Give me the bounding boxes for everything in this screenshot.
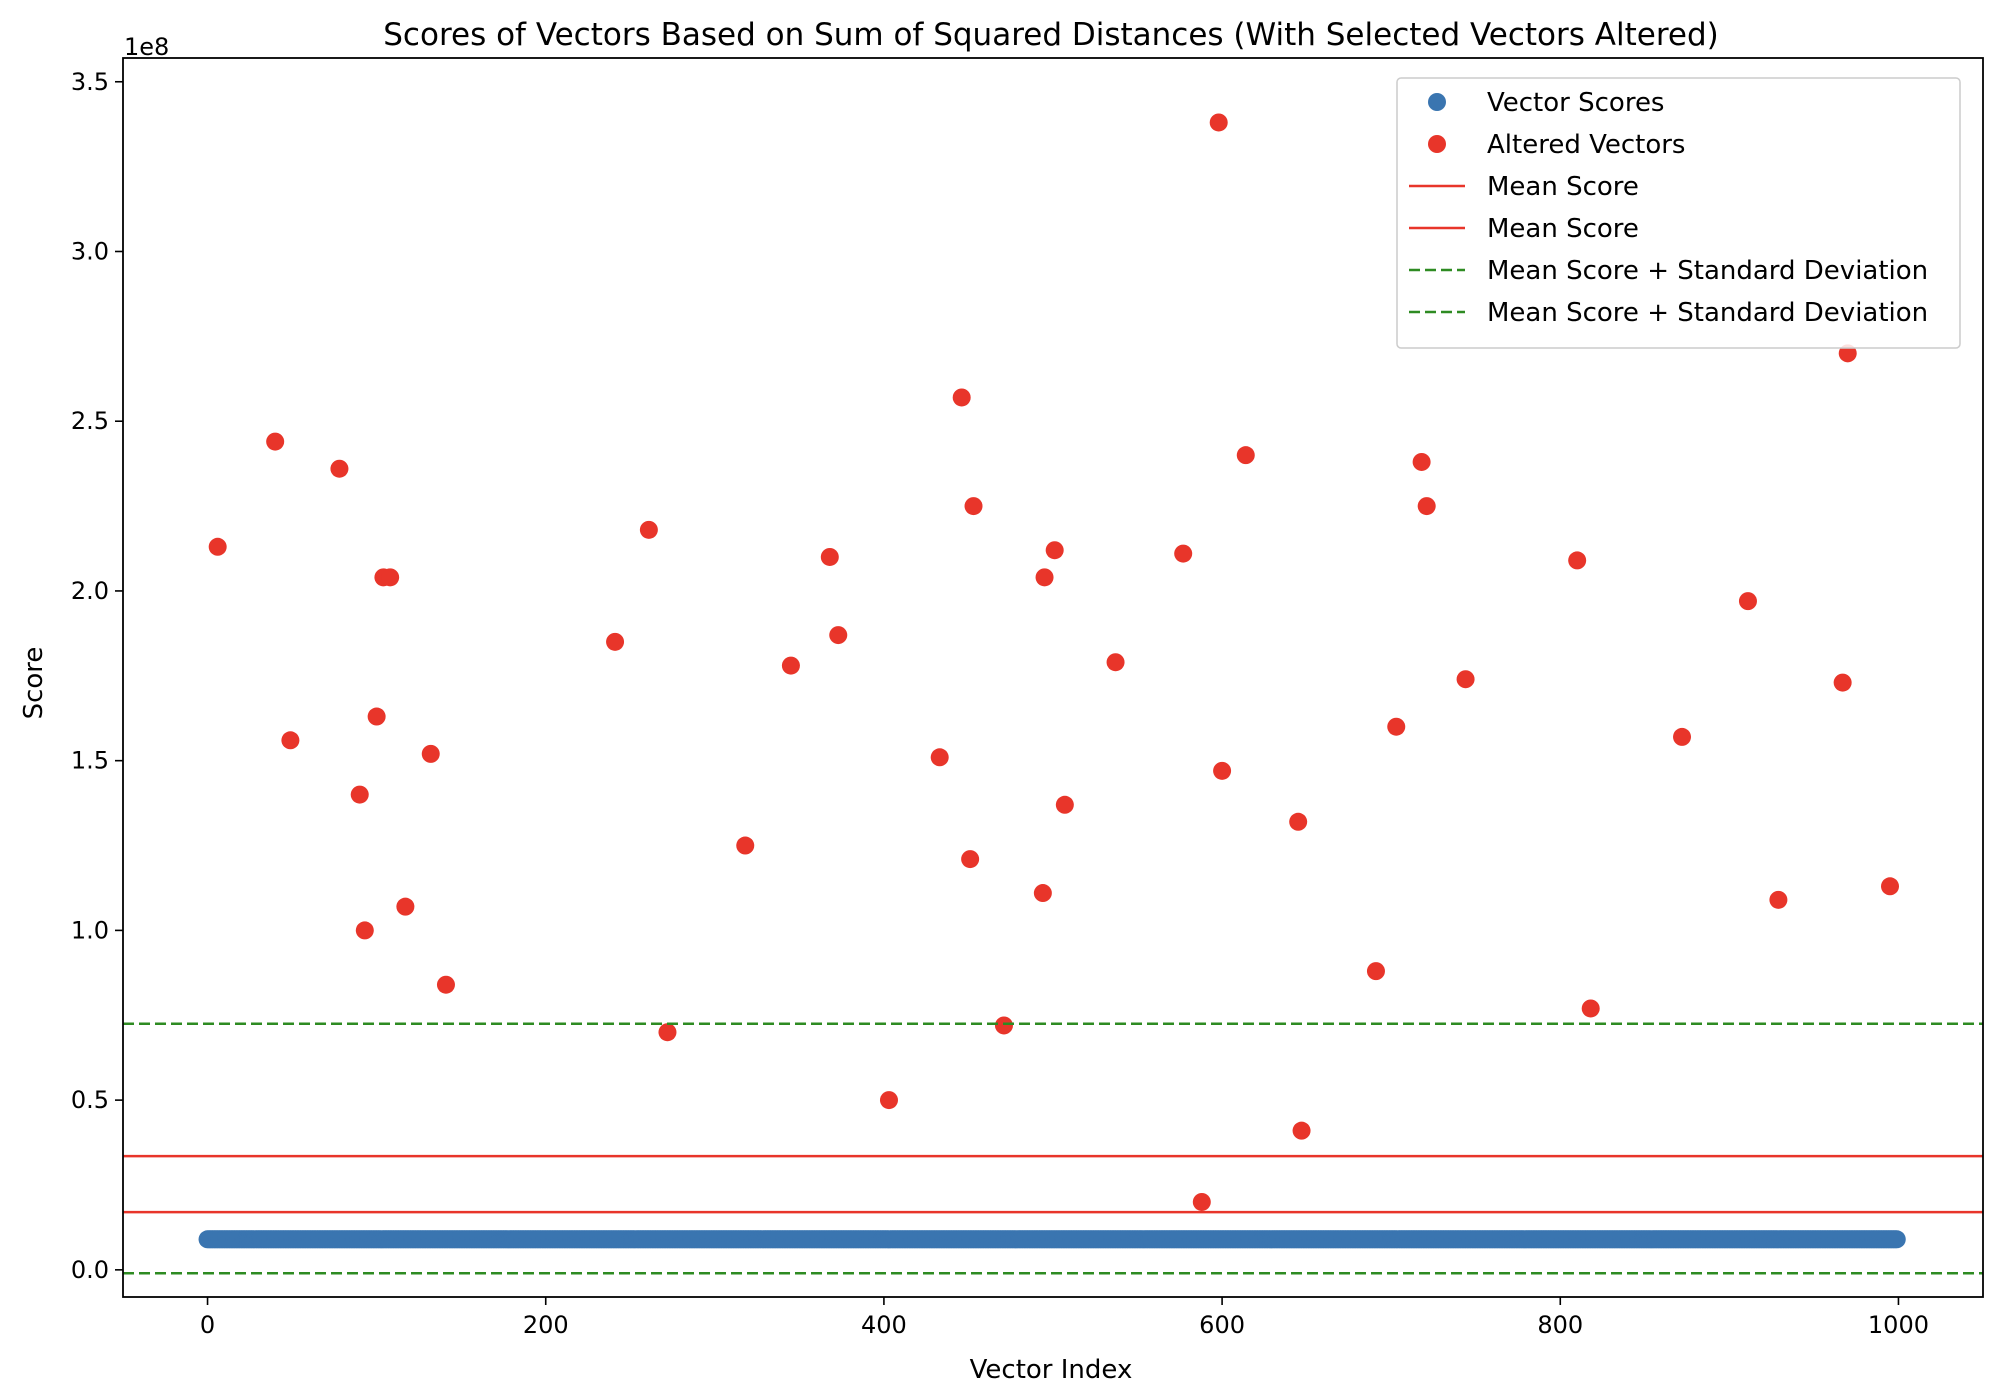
- y-tick-label: 0.5: [71, 1086, 109, 1114]
- altered-vector-point: [1568, 551, 1587, 570]
- altered-vector-point: [820, 547, 839, 566]
- altered-vector-point: [436, 975, 455, 994]
- altered-vector-point: [1035, 568, 1054, 587]
- reference-lines: [123, 1022, 1983, 1275]
- altered-vector-point: [1292, 1121, 1311, 1140]
- altered-vector-point: [879, 1091, 898, 1110]
- legend-label: Mean Score: [1487, 214, 1639, 244]
- altered-vector-point: [355, 921, 374, 940]
- altered-vector-point: [1387, 717, 1406, 736]
- legend-label: Mean Score + Standard Deviation: [1487, 298, 1928, 328]
- legend-item: Vector Scores: [1428, 88, 1664, 118]
- altered-vector-point: [1174, 544, 1193, 563]
- altered-vector-point: [606, 632, 625, 651]
- altered-vector-point: [208, 537, 227, 556]
- x-tick-label: 600: [1199, 1311, 1245, 1339]
- legend-marker: [1428, 93, 1446, 111]
- altered-vector-point: [1045, 541, 1064, 560]
- x-tick-label: 200: [523, 1311, 569, 1339]
- altered-vector-point: [930, 748, 949, 767]
- y-tick-label: 3.0: [71, 237, 109, 265]
- y-tick-label: 0.0: [71, 1256, 109, 1284]
- x-tick-label: 800: [1537, 1311, 1583, 1339]
- altered-vector-point: [266, 432, 285, 451]
- plot-area: [123, 113, 1983, 1275]
- legend-item: Mean Score: [1409, 214, 1639, 244]
- altered-vector-point: [1192, 1192, 1211, 1211]
- altered-vector-point: [639, 520, 658, 539]
- altered-vector-point: [350, 785, 369, 804]
- legend-box: [1396, 77, 1961, 349]
- altered-vector-point: [1055, 795, 1074, 814]
- altered-vector-point: [1581, 999, 1600, 1018]
- altered-vector-point: [952, 388, 971, 407]
- axes: 0 200 400 600 800 1000 0.0 0.5 1.0 1.5 2.0 2.5 3.0 3.…: [71, 57, 1984, 1339]
- altered-vector-point: [1106, 653, 1125, 672]
- x-tick-label: 0: [200, 1311, 215, 1339]
- altered-vector-point: [1209, 113, 1228, 132]
- x-tick-label: 1000: [1868, 1311, 1929, 1339]
- altered-vector-point: [1213, 761, 1232, 780]
- vector-score-point: [1887, 1230, 1906, 1249]
- plot-frame: [122, 57, 1984, 1298]
- altered-vector-point: [829, 626, 848, 645]
- y-axis-label: Score: [19, 647, 49, 720]
- legend-item: Mean Score + Standard Deviation: [1409, 256, 1928, 286]
- altered-vector-point: [1289, 812, 1308, 831]
- altered-vector-point: [736, 836, 755, 855]
- altered-vector-point: [781, 656, 800, 675]
- altered-vector-point: [1236, 446, 1255, 465]
- legend-marker: [1428, 135, 1446, 153]
- altered-vector-point: [1769, 890, 1788, 909]
- y-tick-label: 1.5: [71, 747, 109, 775]
- altered-vector-point: [330, 459, 349, 478]
- legend-label: Altered Vectors: [1487, 130, 1685, 160]
- chart-title: Scores of Vectors Based on Sum of Square…: [383, 17, 1718, 53]
- altered-vector-point: [1738, 592, 1757, 611]
- altered-vector-point: [396, 897, 415, 916]
- y-tick-label: 2.5: [71, 407, 109, 435]
- altered-vector-point: [961, 850, 980, 869]
- altered-vector-point: [367, 707, 386, 726]
- altered-vector-point: [1366, 962, 1385, 981]
- altered-vector-point: [281, 731, 300, 750]
- legend-item: Mean Score + Standard Deviation: [1409, 298, 1928, 328]
- altered-vector-point: [1033, 884, 1052, 903]
- altered-vector-point: [658, 1023, 677, 1042]
- altered-vector-point: [421, 744, 440, 763]
- x-tick-label: 400: [861, 1311, 907, 1339]
- altered-vector-point: [1417, 497, 1436, 516]
- altered-vector-point: [1673, 727, 1692, 746]
- altered-vector-point: [994, 1016, 1013, 1035]
- x-axis-label: Vector Index: [970, 1355, 1133, 1385]
- legend-label: Vector Scores: [1487, 88, 1664, 118]
- legend: Vector Scores Altered Vectors Mean Score Me…: [1396, 77, 1961, 349]
- altered-vectors-series: [208, 113, 1899, 1211]
- y-offset-label: 1e8: [124, 33, 169, 61]
- altered-vector-point: [1456, 670, 1475, 689]
- altered-vector-point: [381, 568, 400, 587]
- altered-vector-point: [1412, 452, 1431, 471]
- legend-label: Mean Score + Standard Deviation: [1487, 256, 1928, 286]
- y-tick-label: 3.5: [71, 68, 109, 96]
- y-tick-label: 1.0: [71, 916, 109, 944]
- legend-label: Mean Score: [1487, 172, 1639, 202]
- altered-vector-point: [1881, 877, 1899, 896]
- vector-scores-series: [198, 1230, 1906, 1249]
- altered-vector-point: [1838, 344, 1857, 363]
- altered-vector-point: [1833, 673, 1852, 692]
- y-tick-label: 2.0: [71, 577, 109, 605]
- legend-item: Altered Vectors: [1428, 130, 1685, 160]
- legend-item: Mean Score: [1409, 172, 1639, 202]
- altered-vector-point: [964, 497, 983, 516]
